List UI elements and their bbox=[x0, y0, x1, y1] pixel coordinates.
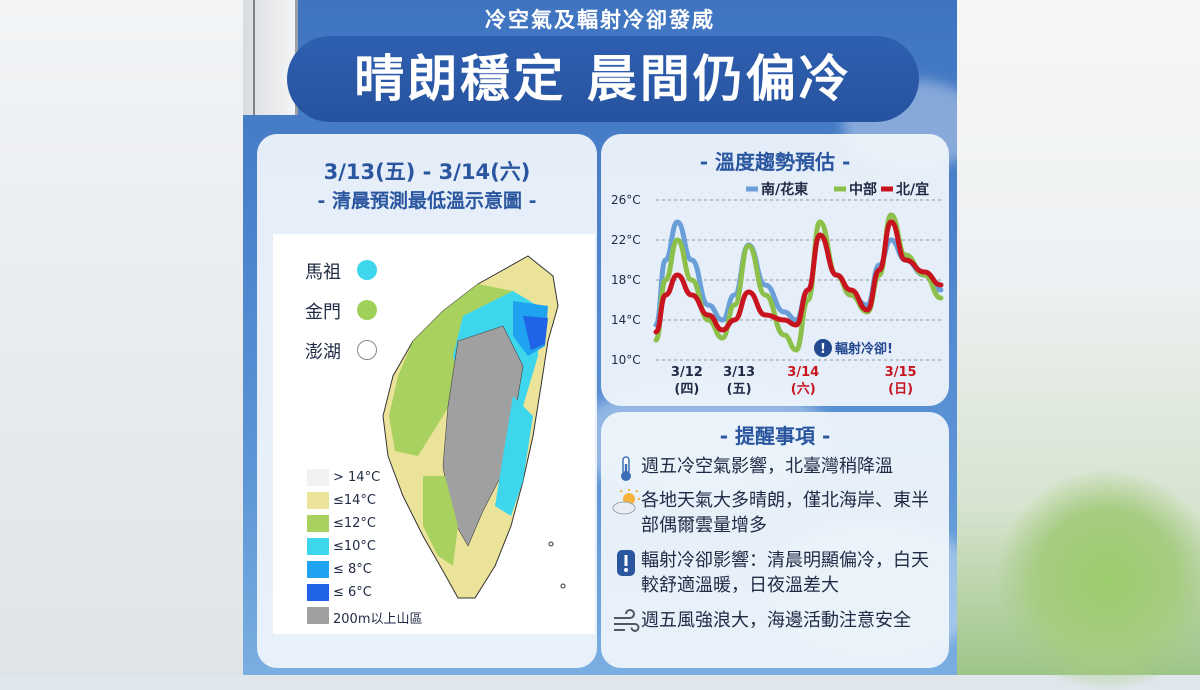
green-island bbox=[548, 541, 554, 547]
island-dot-kinmen bbox=[357, 300, 377, 320]
thermometer-icon bbox=[621, 456, 631, 481]
y-tick-label: 26°C bbox=[611, 193, 641, 207]
reminder-text: 週五風強浪大，海邊活動注意安全 bbox=[641, 610, 911, 631]
region-le6 bbox=[523, 316, 548, 350]
reminder-item: 週五風強浪大，海邊活動注意安全 bbox=[611, 608, 945, 660]
y-axis-ticks: 26°C 22°C 18°C 14°C 10°C bbox=[611, 193, 641, 367]
island-label-matsu: 馬祖 bbox=[305, 262, 341, 283]
wind-icon bbox=[614, 609, 640, 632]
reminder-item: 輻射冷卻影響：清晨明顯偏冷，白天較舒適溫暖，日夜溫差大 bbox=[611, 548, 945, 600]
island-label-penghu: 澎湖 bbox=[305, 342, 341, 363]
island-label-kinmen: 金門 bbox=[305, 302, 341, 323]
reminder-item: 各地天氣大多晴朗，僅北海岸、東半部偶爾雲量增多 bbox=[611, 488, 945, 540]
building-decoration bbox=[243, 0, 298, 115]
background-right bbox=[957, 0, 1200, 690]
legend-label: ≤ 8°C bbox=[333, 562, 372, 577]
temperature-trend-panel: - 溫度趨勢預估 - 26°C 22°C 18°C 14°C 10°C 3/12 (四) 3… bbox=[601, 134, 949, 406]
taiwan-map bbox=[382, 255, 566, 599]
map-subtitle: - 清晨預測最低溫示意圖 - bbox=[317, 190, 537, 212]
legend-label: 北/宜 bbox=[896, 181, 929, 198]
min-temp-map-panel: 3/13(五) - 3/14(六) - 清晨預測最低溫示意圖 - 馬祖 金門 澎… bbox=[257, 134, 597, 668]
partly-cloudy-icon bbox=[612, 489, 640, 515]
orchid-island bbox=[560, 583, 566, 589]
legend-label: ≤10°C bbox=[333, 539, 377, 554]
legend-label: ≤ 6°C bbox=[333, 585, 372, 600]
legend-label: 200m以上山區 bbox=[333, 612, 423, 627]
y-tick-label: 22°C bbox=[611, 233, 641, 247]
legend-swatch bbox=[307, 607, 329, 624]
x-tick-day: (日) bbox=[888, 382, 913, 397]
radiative-cooling-note: ! 輻射冷卻! bbox=[814, 339, 893, 357]
exclamation-icon bbox=[814, 339, 832, 357]
x-tick-date: 3/13 bbox=[723, 365, 755, 380]
weather-poster: 冷空氣及輻射冷卻發威 晴朗穩定 晨間仍偏冷 3/13(五) - 3/14(六) … bbox=[243, 0, 957, 675]
map-area: 馬祖 金門 澎湖 > 14°C ≤14°C ≤12°C bbox=[273, 234, 595, 634]
legend-swatch bbox=[307, 538, 329, 555]
region-south-le12 bbox=[423, 476, 458, 566]
chart-title: - 溫度趨勢預估 - bbox=[699, 150, 851, 174]
chart-legend: 南/花東 中部 北/宜 bbox=[746, 181, 929, 198]
reminders-panel: - 提醒事項 - 週五冷空氣影響，北臺灣稍降溫 各地天氣大多晴朗，僅北海岸、東半… bbox=[601, 412, 949, 668]
reminder-text: 輻射冷卻影響：清晨明顯偏冷，白天較舒適溫暖，日夜溫差大 bbox=[641, 550, 929, 596]
legend-swatch bbox=[307, 492, 329, 509]
note-text: 輻射冷卻! bbox=[835, 341, 893, 357]
exclamation-icon bbox=[617, 550, 635, 576]
x-tick-date: 3/12 bbox=[671, 365, 703, 380]
x-tick-date: 3/15 bbox=[885, 365, 917, 380]
legend-label: 南/花東 bbox=[761, 181, 808, 198]
legend-label: ≤12°C bbox=[333, 516, 377, 531]
background-foliage bbox=[997, 470, 1200, 690]
region-mountain bbox=[442, 325, 524, 547]
reminders-title: - 提醒事項 - bbox=[719, 424, 831, 448]
x-tick-day: (六) bbox=[791, 381, 816, 397]
series-line-2 bbox=[653, 219, 944, 335]
reminder-text: 各地天氣大多晴朗，僅北海岸、東半部偶爾雲量增多 bbox=[641, 490, 929, 536]
exclamation-mark: ! bbox=[820, 342, 826, 357]
x-tick-day: (四) bbox=[674, 382, 699, 397]
x-tick-day: (五) bbox=[727, 382, 752, 397]
legend-label: > 14°C bbox=[333, 470, 381, 485]
legend-swatch bbox=[307, 561, 329, 578]
x-tick-date: 3/14 bbox=[787, 365, 819, 380]
island-dot-matsu bbox=[357, 260, 377, 280]
y-tick-label: 18°C bbox=[611, 273, 641, 287]
x-axis-ticks: 3/12 (四) 3/13 (五) 3/14(六) 3/15 (日) bbox=[671, 365, 917, 397]
reminder-item: 週五冷空氣影響，北臺灣稍降溫 bbox=[611, 454, 945, 482]
background-left bbox=[0, 0, 243, 675]
poster-title: 晴朗穩定 晨間仍偏冷 bbox=[354, 50, 852, 108]
reminder-text: 週五冷空氣影響，北臺灣稍降溫 bbox=[641, 456, 893, 477]
y-tick-label: 14°C bbox=[611, 313, 641, 327]
poster-subtitle: 冷空氣及輻射冷卻發威 bbox=[485, 8, 715, 32]
y-tick-label: 10°C bbox=[611, 353, 641, 367]
title-banner bbox=[287, 36, 919, 122]
map-date-range: 3/13(五) - 3/14(六) bbox=[323, 160, 531, 184]
legend-swatch bbox=[307, 584, 329, 601]
island-dot-penghu bbox=[357, 340, 377, 360]
legend-label: ≤14°C bbox=[333, 493, 377, 508]
legend-swatch bbox=[307, 515, 329, 532]
temperature-chart: 26°C22°C18°C14°C10°C 3/12(四)3/13(五)3/14(… bbox=[611, 181, 944, 397]
legend-swatch bbox=[307, 469, 329, 486]
chart-series bbox=[653, 212, 944, 353]
region-east-le10 bbox=[495, 396, 533, 516]
legend-label: 中部 bbox=[849, 181, 877, 198]
